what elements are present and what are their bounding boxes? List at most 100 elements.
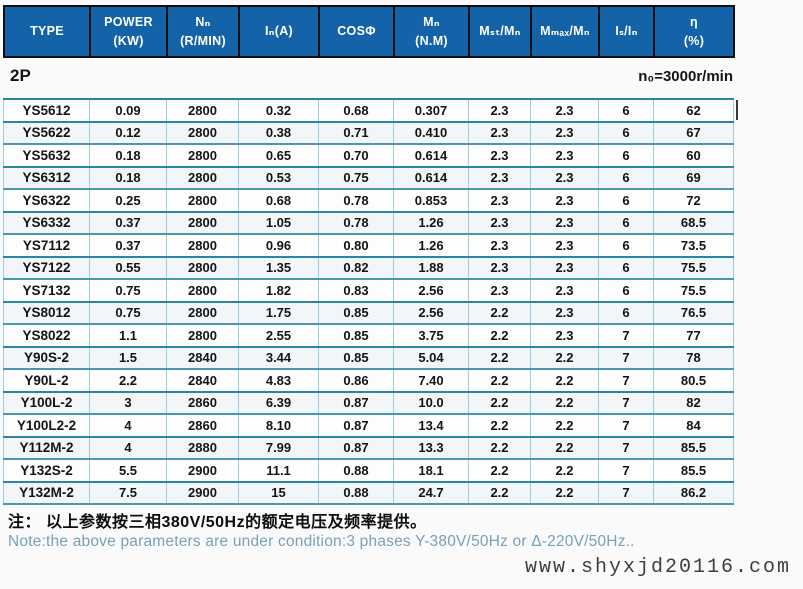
poles-label: 2P bbox=[10, 66, 31, 85]
table-cell: 6 bbox=[598, 211, 654, 235]
table-cell: 2.56 bbox=[393, 301, 469, 325]
table-cell: 0.78 bbox=[318, 189, 394, 213]
table-cell: 0.75 bbox=[89, 301, 167, 325]
column-header: TYPE bbox=[3, 5, 91, 58]
table-cell: 1.82 bbox=[238, 279, 319, 303]
motor-type-cell: Y132S-2 bbox=[3, 459, 90, 483]
column-header: Mₘₐₓ/Mₙ bbox=[530, 5, 600, 58]
watermark-url: www.shyxjd20116.com bbox=[524, 556, 791, 579]
table-cell: 2.3 bbox=[468, 121, 531, 145]
table-cell: 2.3 bbox=[530, 256, 599, 280]
motor-type-cell: Y90L-2 bbox=[3, 369, 90, 393]
motor-type-cell: YS6332 bbox=[3, 211, 90, 235]
table-cell: 13.4 bbox=[393, 414, 469, 438]
table-cell: 6 bbox=[598, 121, 654, 145]
table-cell: 0.96 bbox=[238, 234, 319, 258]
table-cell: 0.853 bbox=[393, 189, 469, 213]
table-row: YS7132 0.75 2800 1.82 0.83 2.56 2.3 2.3 6 75.5 bbox=[3, 279, 734, 303]
table-cell: 2.3 bbox=[530, 121, 599, 145]
table-cell: 0.75 bbox=[318, 166, 394, 190]
table-cell: 6 bbox=[598, 189, 654, 213]
table-row: YS6332 0.37 2800 1.05 0.78 1.26 2.3 2.3 6 68.5 bbox=[3, 211, 734, 235]
table-cell: 15 bbox=[238, 481, 319, 505]
table-cell: 4 bbox=[89, 414, 167, 438]
table-cell: 2800 bbox=[166, 256, 239, 280]
table-row: YS5622 0.12 2800 0.38 0.71 0.410 2.3 2.3 6 67 bbox=[3, 121, 734, 145]
table-cell: 2900 bbox=[166, 459, 239, 483]
table-cell: 2800 bbox=[166, 234, 239, 258]
table-row: Y90S-2 1.5 2840 3.44 0.85 5.04 2.2 2.2 7 78 bbox=[3, 346, 734, 370]
table-cell: 2800 bbox=[166, 211, 239, 235]
table-cell: 2.3 bbox=[530, 301, 599, 325]
column-header: Mₛₜ/Mₙ bbox=[468, 5, 532, 58]
table-cell: 3 bbox=[89, 391, 167, 415]
table-cell: 0.410 bbox=[393, 121, 469, 145]
table-cell: 2.3 bbox=[468, 166, 531, 190]
table-cell: 1.88 bbox=[393, 256, 469, 280]
table-cell: 11.1 bbox=[238, 459, 319, 483]
motor-type-cell: YS5622 bbox=[3, 121, 90, 145]
table-cell: 2800 bbox=[166, 121, 239, 145]
table-cell: 2.3 bbox=[530, 166, 599, 190]
table-cell: 0.68 bbox=[318, 99, 394, 123]
table-row: YS5612 0.09 2800 0.32 0.68 0.307 2.3 2.3 6 62 bbox=[3, 99, 734, 123]
table-row: YS8012 0.75 2800 1.75 0.85 2.56 2.2 2.3 6 76.5 bbox=[3, 301, 734, 325]
motor-type-cell: YS6322 bbox=[3, 189, 90, 213]
table-row: YS6312 0.18 2800 0.53 0.75 0.614 2.3 2.3 6 69 bbox=[3, 166, 734, 190]
table-cell: 0.55 bbox=[89, 256, 167, 280]
motor-type-cell: YS6312 bbox=[3, 166, 90, 190]
table-cell: 1.26 bbox=[393, 234, 469, 258]
table-cell: 0.614 bbox=[393, 166, 469, 190]
table-cell: 67 bbox=[653, 121, 734, 145]
table-cell: 2800 bbox=[166, 324, 239, 348]
table-cell: 0.85 bbox=[318, 346, 394, 370]
motor-spec-table: YS5612 0.09 2800 0.32 0.68 0.307 2.3 2.3 6 62 YS56… bbox=[3, 98, 734, 505]
table-cell: 0.87 bbox=[318, 414, 394, 438]
table-cell: 0.18 bbox=[89, 144, 167, 168]
table-cell: 75.5 bbox=[653, 256, 734, 280]
table-cell: 1.1 bbox=[89, 324, 167, 348]
motor-type-cell: Y100L2-2 bbox=[3, 414, 90, 438]
table-row: Y100L2-2 4 2860 8.10 0.87 13.4 2.2 2.2 7 84 bbox=[3, 414, 734, 438]
section-band: 2P n₀=3000r/min bbox=[3, 60, 733, 96]
table-cell: 1.26 bbox=[393, 211, 469, 235]
table-cell: 2800 bbox=[166, 99, 239, 123]
table-cell: 0.12 bbox=[89, 121, 167, 145]
note-chinese: 注： 以上参数按三相380V/50Hz的额定电压及频率提供。 bbox=[8, 514, 427, 531]
motor-type-cell: YS7122 bbox=[3, 256, 90, 280]
table-cell: 2.2 bbox=[468, 369, 531, 393]
table-cell: 2.2 bbox=[530, 369, 599, 393]
table-cell: 2860 bbox=[166, 391, 239, 415]
table-cell: 0.53 bbox=[238, 166, 319, 190]
table-cell: 18.1 bbox=[393, 459, 469, 483]
table-cell: 85.5 bbox=[653, 436, 734, 460]
table-cell: 0.37 bbox=[89, 234, 167, 258]
table-cell: 1.5 bbox=[89, 346, 167, 370]
table-cell: 7 bbox=[598, 369, 654, 393]
table-cell: 2.2 bbox=[530, 346, 599, 370]
motor-type-cell: YS5632 bbox=[3, 144, 90, 168]
table-cell: 0.25 bbox=[89, 189, 167, 213]
table-cell: 7.99 bbox=[238, 436, 319, 460]
table-cell: 0.65 bbox=[238, 144, 319, 168]
table-cell: 0.71 bbox=[318, 121, 394, 145]
table-cell: 2.2 bbox=[530, 459, 599, 483]
table-cell: 2840 bbox=[166, 346, 239, 370]
note-english: Note:the above parameters are under cond… bbox=[8, 533, 635, 550]
table-cell: 2.2 bbox=[89, 369, 167, 393]
table-cell: 0.78 bbox=[318, 211, 394, 235]
table-cell: 78 bbox=[653, 346, 734, 370]
table-cell: 85.5 bbox=[653, 459, 734, 483]
table-cell: 2.2 bbox=[530, 414, 599, 438]
table-cell: 0.68 bbox=[238, 189, 319, 213]
table-cell: 2.3 bbox=[468, 99, 531, 123]
table-row: Y100L-2 3 2860 6.39 0.87 10.0 2.2 2.2 7 82 bbox=[3, 391, 734, 415]
motor-type-cell: YS5612 bbox=[3, 99, 90, 123]
table-cell: 7 bbox=[598, 346, 654, 370]
table-cell: 0.38 bbox=[238, 121, 319, 145]
table-cell: 0.614 bbox=[393, 144, 469, 168]
table-cell: 24.7 bbox=[393, 481, 469, 505]
motor-type-cell: YS7112 bbox=[3, 234, 90, 258]
table-cell: 2.3 bbox=[468, 256, 531, 280]
